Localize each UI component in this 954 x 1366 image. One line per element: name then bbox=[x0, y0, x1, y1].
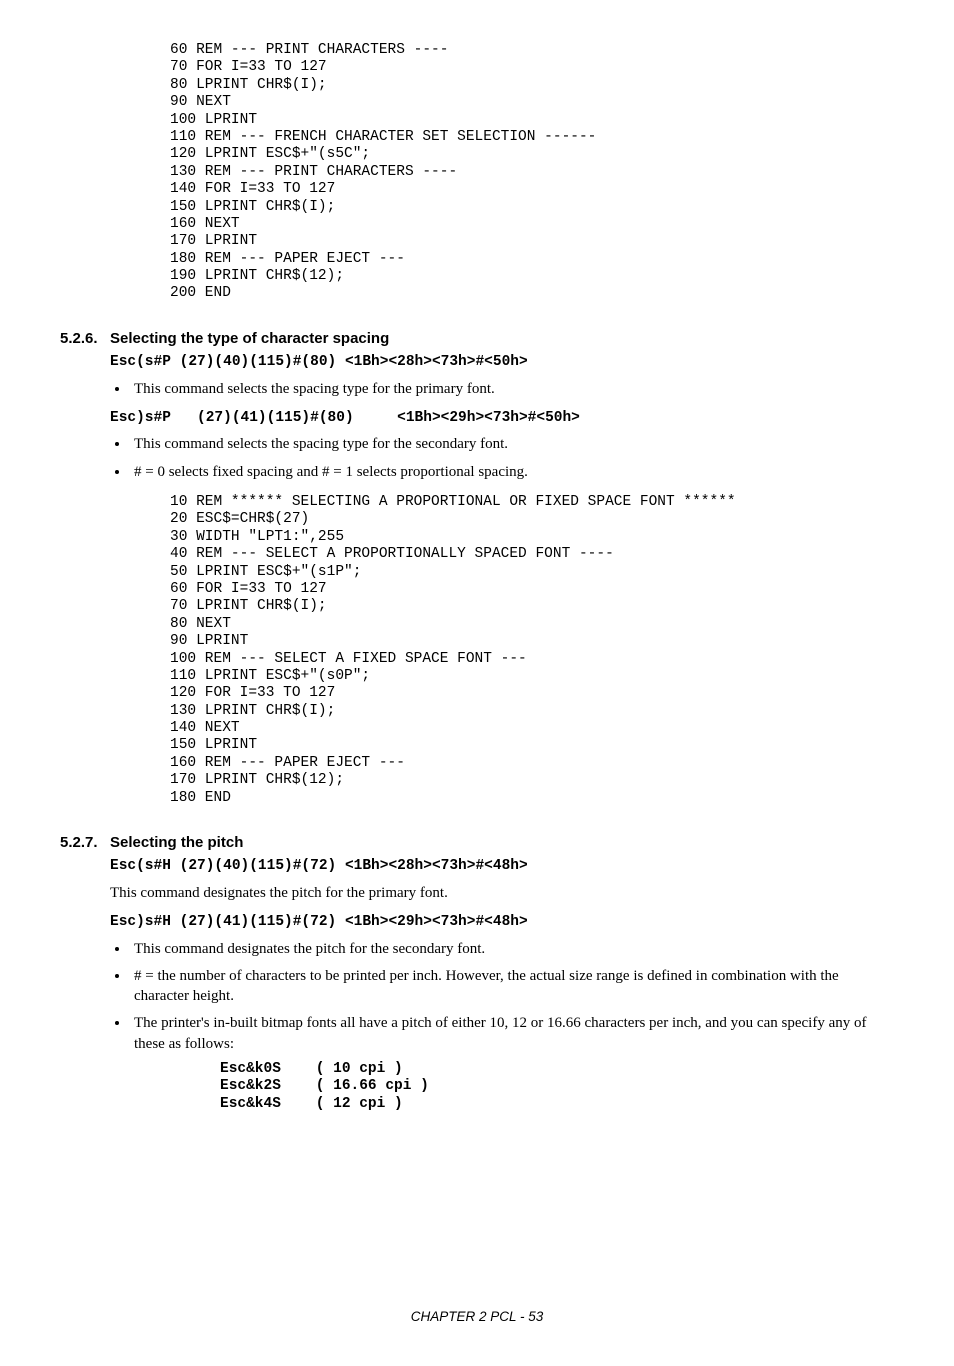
bullet-list-526b: This command selects the spacing type fo… bbox=[60, 434, 894, 482]
esc-sequence-526-primary: Esc(s#P (27)(40)(115)#(80) <1Bh><28h><73… bbox=[110, 353, 894, 373]
code-listing-2: 10 REM ****** SELECTING A PROPORTIONAL O… bbox=[170, 494, 894, 807]
code-listing-1: 60 REM --- PRINT CHARACTERS ---- 70 FOR … bbox=[170, 42, 894, 303]
page-footer: CHAPTER 2 PCL - 53 bbox=[60, 1308, 894, 1326]
bullet-526-1: This command selects the spacing type fo… bbox=[130, 379, 894, 399]
section-526-title: Selecting the type of character spacing bbox=[110, 330, 389, 347]
code-listing-3: Esc&k0S ( 10 cpi ) Esc&k2S ( 16.66 cpi )… bbox=[220, 1061, 894, 1113]
esc-sequence-527-primary: Esc(s#H (27)(40)(115)#(72) <1Bh><28h><73… bbox=[110, 857, 894, 877]
bullet-526-3: # = 0 selects fixed spacing and # = 1 se… bbox=[130, 462, 894, 482]
bullet-list-527: This command designates the pitch for th… bbox=[60, 939, 894, 1054]
bullet-list-526a: This command selects the spacing type fo… bbox=[60, 379, 894, 399]
esc-sequence-527-secondary: Esc)s#H (27)(41)(115)#(72) <1Bh><29h><73… bbox=[110, 913, 894, 933]
section-526-number: 5.2.6. bbox=[60, 329, 110, 349]
bullet-526-2: This command selects the spacing type fo… bbox=[130, 434, 894, 454]
esc-sequence-526-secondary: Esc)s#P (27)(41)(115)#(80) <1Bh><29h><73… bbox=[110, 409, 894, 429]
section-527-heading: 5.2.7.Selecting the pitch bbox=[60, 833, 894, 853]
body-527-1: This command designates the pitch for th… bbox=[110, 883, 894, 903]
bullet-527-3: The printer's in-built bitmap fonts all … bbox=[130, 1013, 894, 1054]
section-526-heading: 5.2.6.Selecting the type of character sp… bbox=[60, 329, 894, 349]
bullet-527-1: This command designates the pitch for th… bbox=[130, 939, 894, 959]
bullet-527-2: # = the number of characters to be print… bbox=[130, 966, 894, 1007]
section-527-title: Selecting the pitch bbox=[110, 834, 243, 851]
section-527-number: 5.2.7. bbox=[60, 833, 110, 853]
